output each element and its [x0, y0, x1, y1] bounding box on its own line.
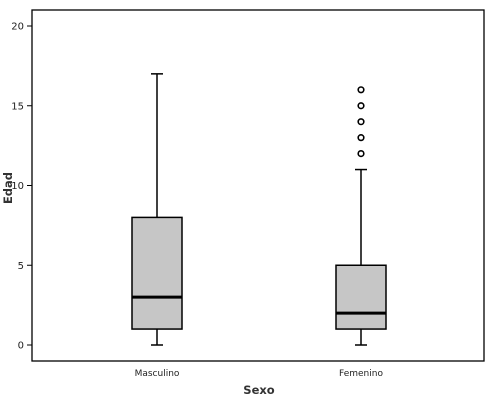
y-tick-label: 5 [18, 261, 24, 272]
y-tick-label: 10 [11, 181, 24, 192]
outlier-point [357, 150, 365, 158]
outlier-point [357, 102, 365, 110]
y-axis-ticks: 0 5 10 15 20 [11, 22, 32, 352]
x-tick-label: Masculino [135, 369, 180, 379]
outlier-point [357, 118, 365, 126]
y-tick-label: 0 [18, 341, 24, 352]
x-tick-label: Femenino [339, 369, 383, 379]
y-tick-label: 15 [11, 101, 24, 112]
box-masculino [131, 73, 183, 346]
boxes-layer [131, 73, 387, 346]
y-axis-title: Edad [1, 172, 15, 204]
outlier-point [357, 134, 365, 142]
plot-area [31, 9, 485, 362]
y-tick-label: 20 [11, 22, 24, 33]
outlier-point [357, 86, 365, 94]
x-axis-tick-labels: Masculino Femenino [135, 369, 384, 379]
iqr-box [335, 264, 387, 330]
iqr-box [131, 216, 183, 330]
box-femenino [335, 86, 387, 346]
x-axis-title: Sexo [243, 383, 274, 397]
